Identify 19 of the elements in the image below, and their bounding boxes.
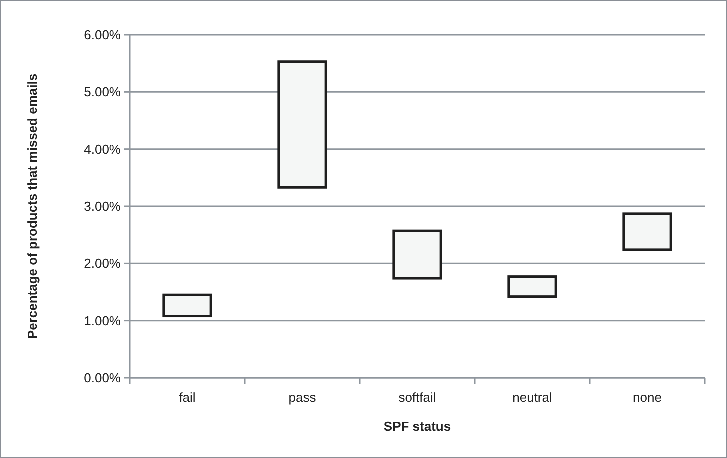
x-tick-label: pass: [288, 390, 317, 405]
y-tick-label: 4.00%: [84, 142, 122, 157]
x-tick-label: fail: [179, 390, 196, 405]
x-axis-title: SPF status: [384, 419, 452, 434]
y-axis-title: Percentage of products that missed emails: [25, 74, 40, 340]
bar: [392, 230, 442, 280]
bar: [508, 276, 558, 298]
x-tick-label: none: [633, 390, 662, 405]
x-tick-label: softfail: [398, 390, 436, 405]
bar: [278, 60, 328, 189]
y-tick-label: 0.00%: [84, 370, 122, 386]
y-tick-label: 3.00%: [84, 199, 122, 214]
y-tick-label: 1.00%: [84, 313, 122, 328]
bar: [162, 294, 212, 318]
y-tick-label: 6.00%: [84, 28, 122, 43]
y-tick-label: 5.00%: [84, 84, 122, 100]
x-tick-label: neutral: [512, 390, 552, 405]
y-tick-label: 2.00%: [84, 256, 122, 272]
bar: [622, 212, 672, 252]
